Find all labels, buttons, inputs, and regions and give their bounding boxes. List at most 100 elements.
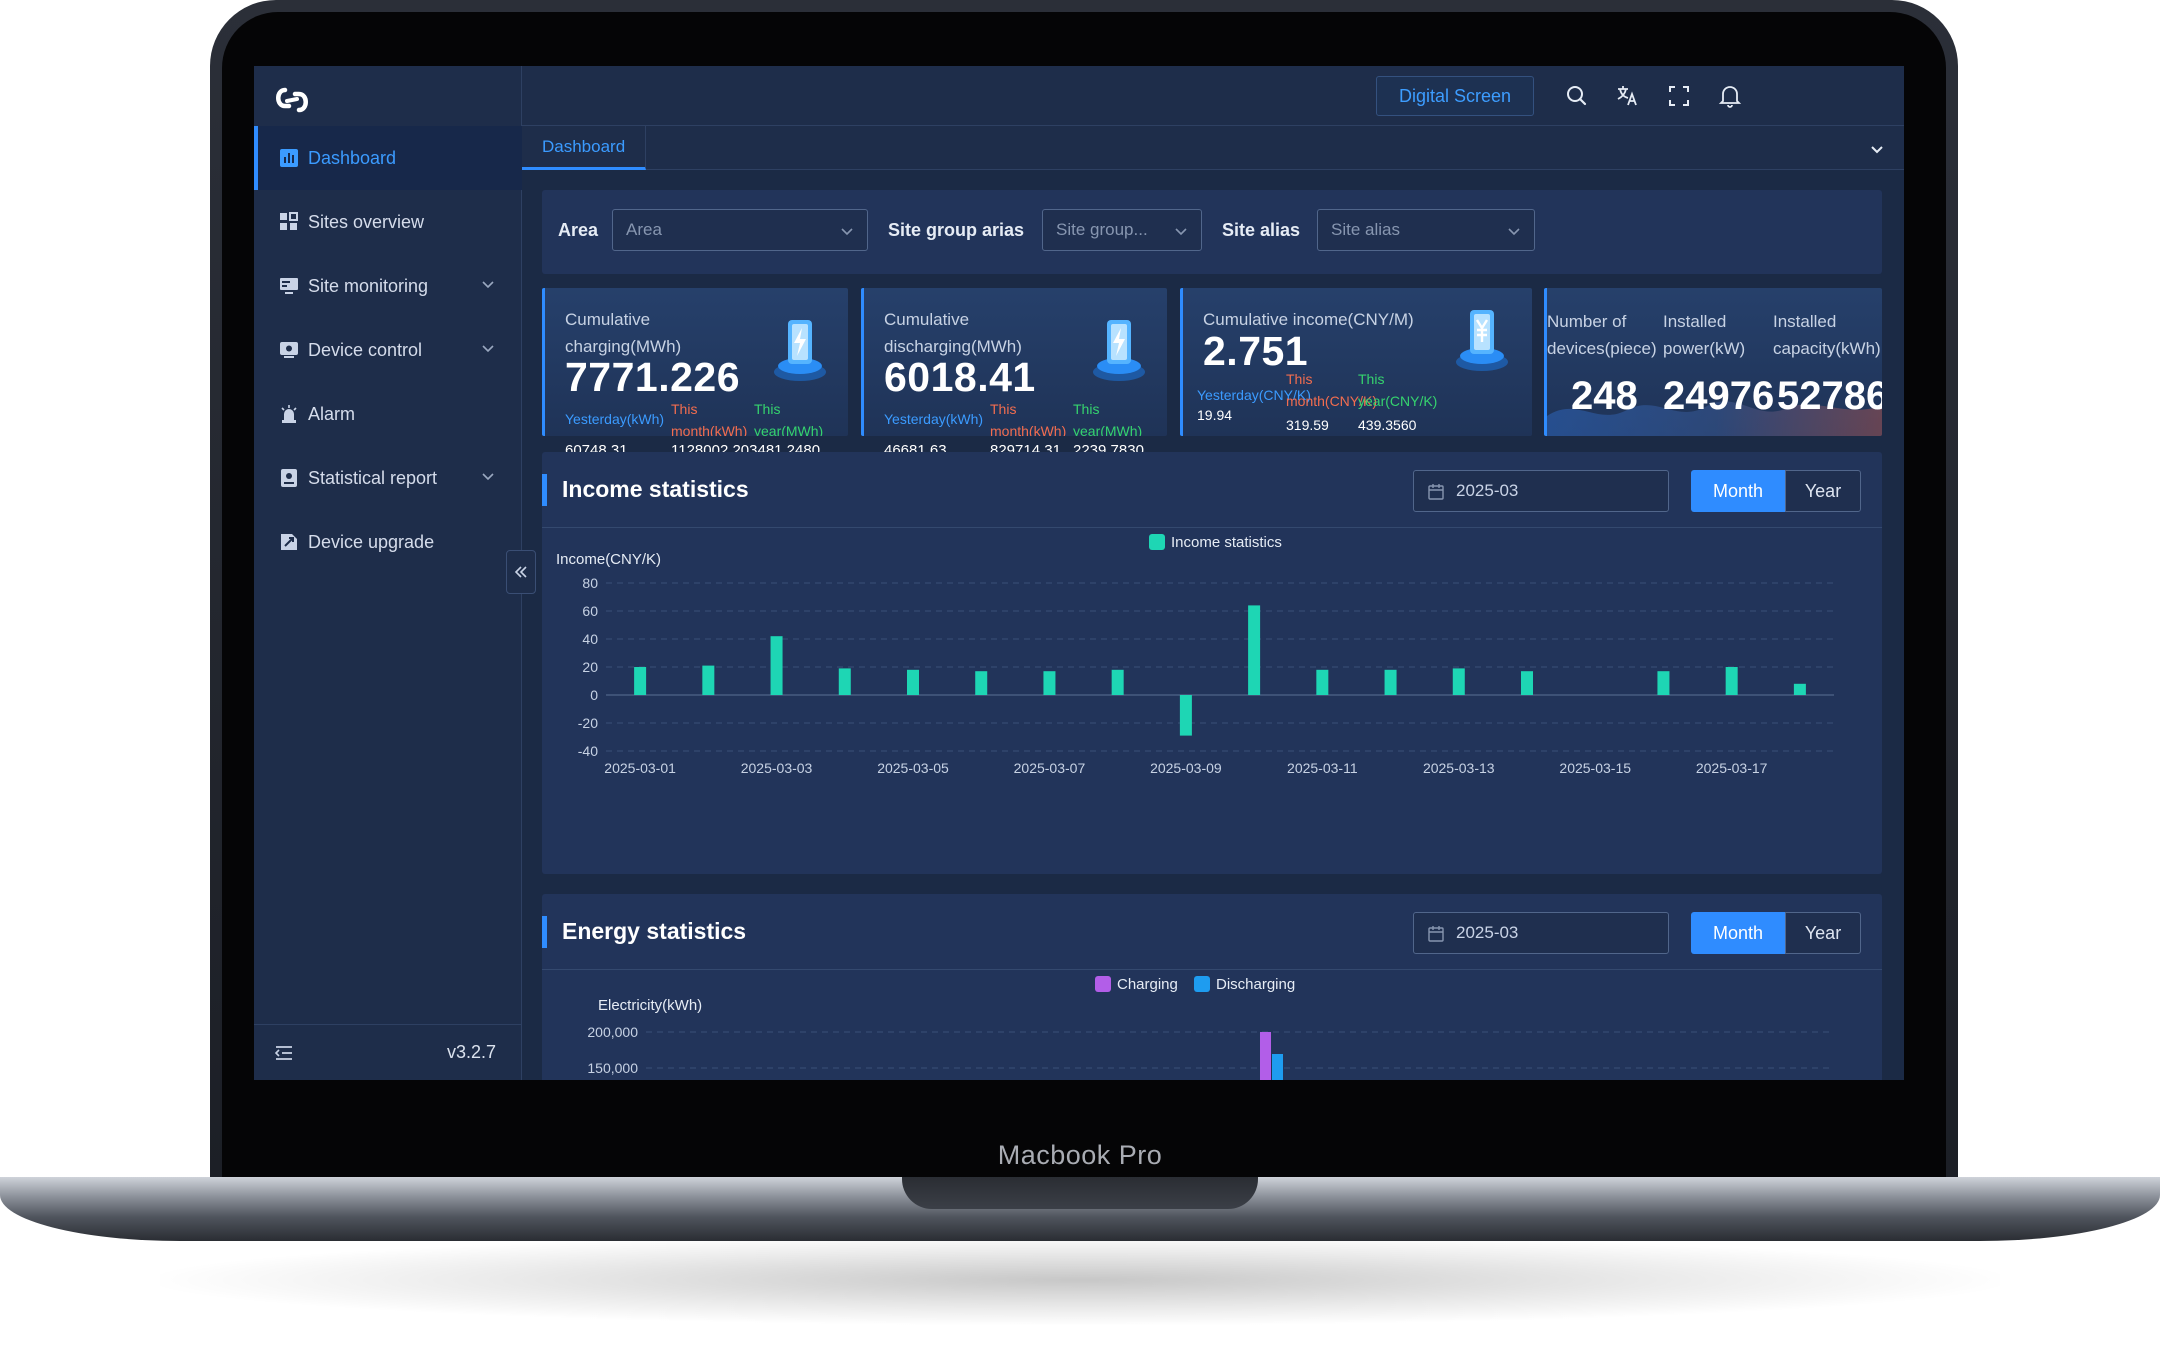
income-bar[interactable] bbox=[702, 665, 715, 695]
sidebar-item-dashboard[interactable]: Dashboard bbox=[254, 126, 522, 190]
legend-label: Discharging bbox=[1216, 976, 1295, 993]
month-toggle-button[interactable]: Month bbox=[1691, 470, 1785, 512]
label-line: Installed bbox=[1663, 312, 1727, 331]
site-group-select[interactable]: Site group... bbox=[1042, 209, 1202, 251]
discharging-bar[interactable] bbox=[1272, 1054, 1283, 1080]
year-toggle-button[interactable]: Year bbox=[1785, 470, 1861, 512]
income-bar[interactable] bbox=[1793, 683, 1806, 695]
tab-dashboard[interactable]: Dashboard bbox=[522, 126, 647, 170]
energy-date-picker[interactable]: 2025-03 bbox=[1413, 912, 1669, 954]
yesterday-label: Yesterday(kWh) bbox=[884, 411, 984, 427]
income-bar[interactable] bbox=[1316, 669, 1329, 695]
installed-capacity-label: Installed capacity(kWh) bbox=[1773, 308, 1881, 362]
income-bar[interactable] bbox=[1725, 667, 1738, 695]
device-label: Macbook Pro bbox=[997, 1140, 1163, 1170]
battery-charge-icon bbox=[774, 320, 826, 381]
card-title-line: Cumulative bbox=[565, 310, 651, 329]
label-line: This bbox=[1358, 371, 1385, 387]
y-axis-label: Income(CNY/K) bbox=[556, 551, 661, 568]
x-tick-label: 2025-03-13 bbox=[1423, 760, 1495, 776]
income-bar[interactable] bbox=[1521, 671, 1533, 695]
panel-title: Income statistics bbox=[562, 476, 749, 502]
charging-bar[interactable] bbox=[1260, 1032, 1271, 1080]
income-date-picker[interactable]: 2025-03 bbox=[1413, 470, 1669, 512]
area-select[interactable]: Area bbox=[612, 209, 868, 251]
label-line: year(CNY/K) bbox=[1358, 393, 1438, 409]
legend-discharging[interactable]: Discharging bbox=[1194, 976, 1295, 993]
income-bar[interactable] bbox=[1384, 669, 1397, 695]
income-bar[interactable] bbox=[838, 668, 851, 695]
income-bar[interactable] bbox=[1111, 669, 1124, 695]
income-bar[interactable] bbox=[1179, 695, 1192, 736]
sidebar-footer: v3.2.7 bbox=[254, 1024, 522, 1080]
report-icon bbox=[278, 467, 300, 489]
x-tick-label: 2025-03-15 bbox=[1559, 760, 1631, 776]
this-year-label: This year(CNY/K) bbox=[1358, 368, 1437, 412]
logo-icon bbox=[276, 87, 308, 113]
y-tick-label: 150,000 bbox=[587, 1060, 638, 1076]
income-bar[interactable] bbox=[1452, 668, 1465, 695]
upgrade-icon bbox=[278, 531, 300, 553]
year-value: 439.3560 bbox=[1358, 417, 1417, 433]
installed-power-label: Installed power(kW) bbox=[1663, 308, 1745, 362]
legend-income-statistics[interactable]: Income statistics bbox=[1149, 534, 1282, 551]
bell-icon[interactable] bbox=[1717, 83, 1743, 109]
grid-icon bbox=[278, 211, 300, 233]
income-coin-icon bbox=[1456, 310, 1508, 371]
label-line: Installed bbox=[1773, 312, 1837, 331]
label-line: This bbox=[754, 401, 781, 417]
y-tick-label: 60 bbox=[582, 603, 598, 619]
income-bar[interactable] bbox=[1657, 671, 1670, 695]
x-tick-label: 2025-03-07 bbox=[1014, 760, 1086, 776]
translate-icon[interactable] bbox=[1615, 83, 1641, 109]
sidebar-item-label: Device upgrade bbox=[308, 531, 435, 552]
sidebar-item-device-upgrade[interactable]: Device upgrade bbox=[254, 510, 522, 574]
laptop-notch bbox=[902, 1177, 1258, 1209]
x-tick-label: 2025-03-09 bbox=[1150, 760, 1222, 776]
kpi-card-income: Cumulative income(CNY/M) 2.751 Yesterday… bbox=[1180, 288, 1532, 436]
sidebar-item-sites-overview[interactable]: Sites overview bbox=[254, 190, 522, 254]
this-year-label: This year(MWh) bbox=[1073, 398, 1142, 436]
chevrons-left-icon bbox=[514, 566, 527, 578]
legend-charging[interactable]: Charging bbox=[1095, 976, 1178, 993]
site-alias-placeholder: Site alias bbox=[1331, 220, 1400, 239]
fullscreen-icon[interactable] bbox=[1666, 83, 1692, 109]
sidebar-item-site-monitoring[interactable]: Site monitoring bbox=[254, 254, 522, 318]
income-bar[interactable] bbox=[1248, 605, 1261, 695]
income-bar[interactable] bbox=[1043, 671, 1056, 695]
battery-discharge-icon bbox=[1093, 320, 1145, 381]
sidebar-item-label: Site monitoring bbox=[308, 275, 429, 296]
sidebar-collapse-button[interactable] bbox=[506, 550, 536, 594]
chevron-down-icon[interactable] bbox=[1868, 140, 1886, 158]
this-month-label: This month(kWh) bbox=[671, 398, 747, 436]
area-placeholder: Area bbox=[626, 220, 662, 239]
x-tick-label: 2025-03-11 bbox=[1287, 760, 1358, 776]
site-alias-select[interactable]: Site alias bbox=[1317, 209, 1535, 251]
year-toggle-button[interactable]: Year bbox=[1785, 912, 1861, 954]
menu-fold-icon[interactable] bbox=[274, 1043, 294, 1063]
sidebar-item-statistical-report[interactable]: Statistical report bbox=[254, 446, 522, 510]
legend-swatch bbox=[1194, 976, 1210, 992]
search-icon[interactable] bbox=[1564, 83, 1590, 109]
digital-screen-button[interactable]: Digital Screen bbox=[1376, 76, 1534, 116]
this-month-label: This month(CNY/K) bbox=[1286, 368, 1377, 412]
income-bar[interactable] bbox=[907, 669, 919, 695]
label-line: Number of bbox=[1547, 312, 1627, 331]
this-month-label: This month(kWh) bbox=[990, 398, 1066, 436]
sidebar-item-device-control[interactable]: Device control bbox=[254, 318, 522, 382]
legend-label: Income statistics bbox=[1171, 534, 1282, 551]
income-bar[interactable] bbox=[770, 636, 783, 695]
label-line: month(kWh) bbox=[671, 423, 748, 436]
calendar-icon bbox=[1428, 484, 1444, 500]
version-label: v3.2.7 bbox=[446, 1042, 496, 1062]
calendar-icon bbox=[1428, 926, 1444, 942]
month-toggle-button[interactable]: Month bbox=[1691, 912, 1785, 954]
income-bar[interactable] bbox=[975, 671, 988, 695]
card-title-line: charging(MWh) bbox=[565, 337, 682, 356]
chevron-down-icon bbox=[1175, 228, 1187, 236]
income-bar[interactable] bbox=[634, 667, 647, 695]
x-tick-label: 2025-03-01 bbox=[604, 760, 676, 776]
sidebar-item-label: Alarm bbox=[308, 403, 356, 424]
yesterday-label: Yesterday(CNY/K) bbox=[1197, 387, 1311, 403]
sidebar-item-alarm[interactable]: Alarm bbox=[254, 382, 522, 446]
